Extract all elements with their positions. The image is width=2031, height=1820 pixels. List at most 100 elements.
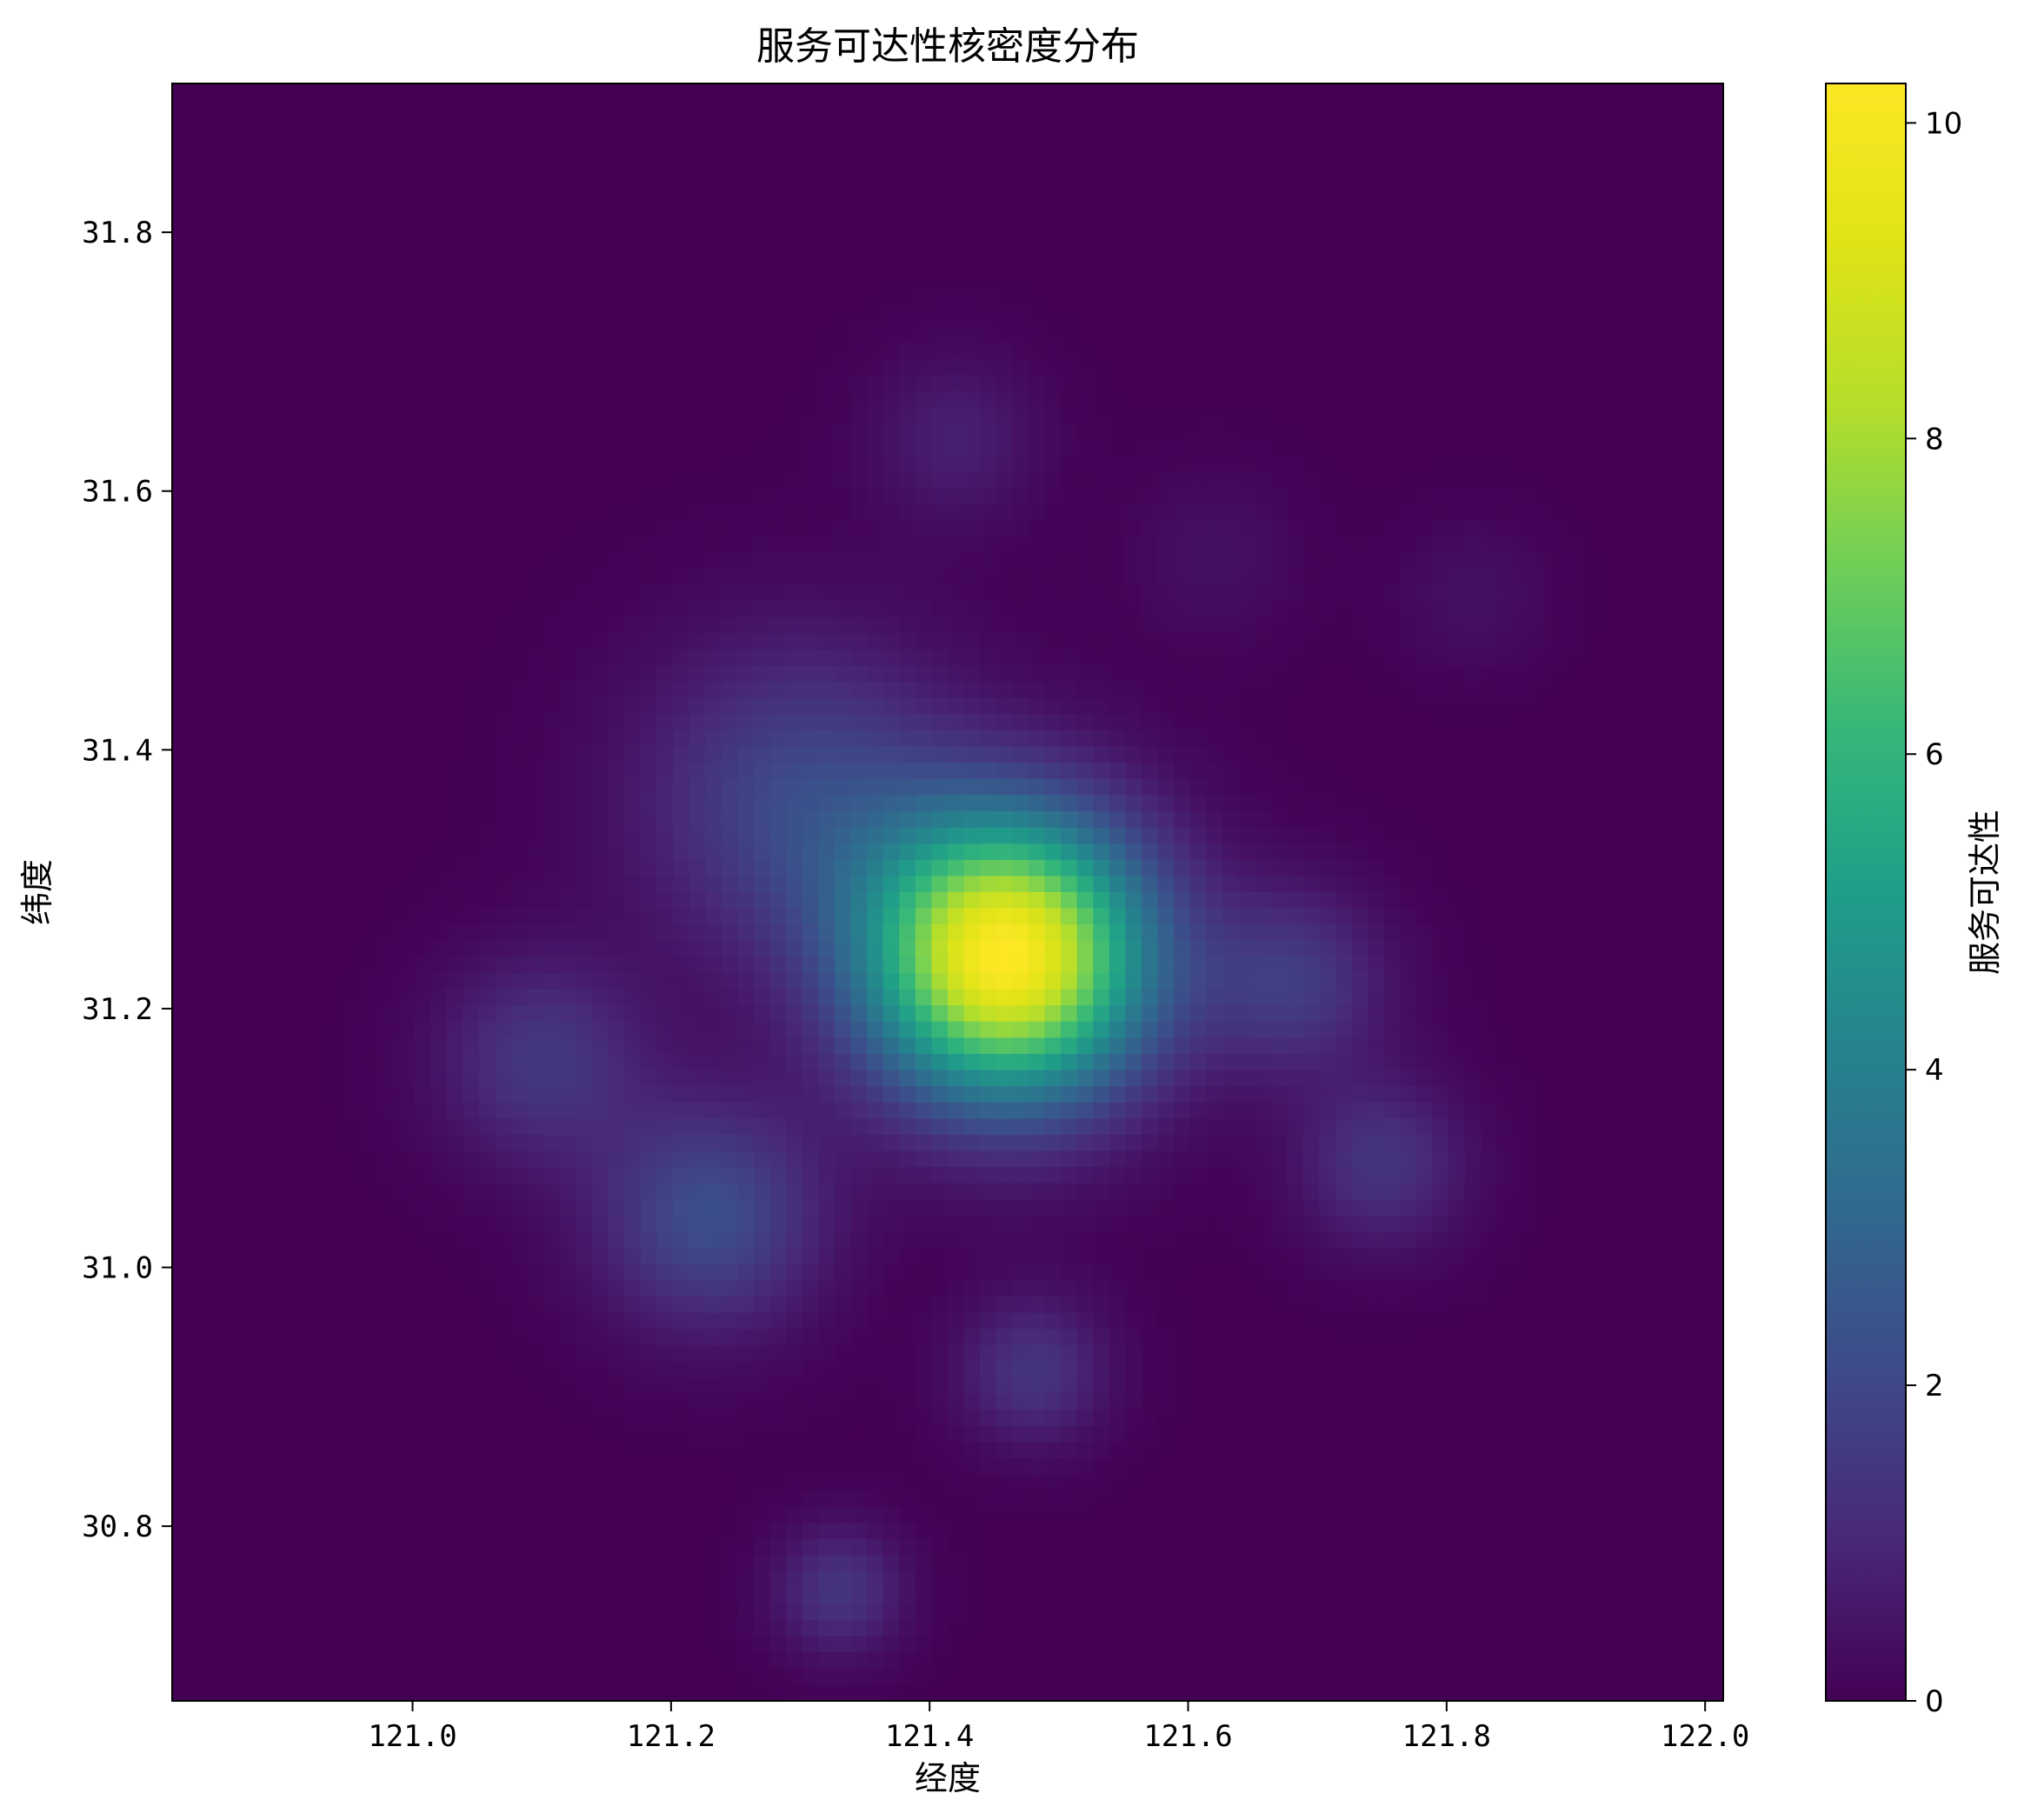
- heatmap-cell: [333, 633, 351, 650]
- heatmap-cell: [1335, 148, 1353, 165]
- heatmap-cell: [705, 439, 723, 457]
- heatmap-cell: [1432, 763, 1449, 780]
- heatmap-cell: [1690, 746, 1708, 763]
- heatmap-cell: [1675, 423, 1692, 440]
- heatmap-cell: [1675, 277, 1692, 295]
- heatmap-cell: [1368, 503, 1385, 521]
- heatmap-cell: [1464, 746, 1482, 763]
- heatmap-cell: [172, 778, 190, 796]
- heatmap-cell: [721, 471, 739, 489]
- heatmap-cell: [382, 197, 399, 214]
- heatmap-cell: [802, 778, 819, 796]
- heatmap-cell: [1157, 552, 1175, 570]
- heatmap-cell: [1642, 714, 1660, 731]
- heatmap-cell: [1222, 650, 1240, 667]
- heatmap-cell: [398, 83, 416, 101]
- heatmap-cell: [673, 843, 690, 861]
- heatmap-cell: [1189, 730, 1207, 748]
- heatmap-cell: [867, 229, 884, 246]
- heatmap-cell: [769, 908, 787, 925]
- heatmap-cell: [1319, 859, 1336, 877]
- heatmap-cell: [1157, 746, 1175, 763]
- heatmap-cell: [1319, 488, 1336, 505]
- heatmap-cell: [915, 746, 933, 763]
- heatmap-cell: [172, 633, 190, 650]
- heatmap-cell: [818, 390, 836, 408]
- heatmap-cell: [1076, 261, 1094, 278]
- heatmap-cell: [737, 439, 755, 457]
- heatmap-cell: [1675, 488, 1692, 505]
- heatmap-cell: [285, 795, 303, 812]
- heatmap-cell: [576, 488, 593, 505]
- heatmap-cell: [463, 763, 480, 780]
- heatmap-cell: [1368, 131, 1385, 149]
- heatmap-cell: [721, 908, 739, 925]
- heatmap-cell: [769, 682, 787, 699]
- heatmap-cell: [1061, 488, 1078, 505]
- heatmap-cell: [285, 423, 303, 440]
- heatmap-cell: [1707, 811, 1723, 829]
- heatmap-cell: [1335, 763, 1353, 780]
- heatmap-cell: [1464, 714, 1482, 731]
- heatmap-cell: [1028, 131, 1046, 149]
- heatmap-cell: [1658, 390, 1675, 408]
- heatmap-cell: [172, 650, 190, 667]
- heatmap-cell: [1594, 471, 1611, 489]
- heatmap-cell: [1174, 358, 1191, 376]
- heatmap-cell: [1707, 229, 1723, 246]
- heatmap-cell: [446, 164, 464, 182]
- heatmap-cell: [479, 827, 496, 844]
- heatmap-cell: [948, 778, 965, 796]
- heatmap-cell: [188, 83, 205, 101]
- heatmap-cell: [1658, 795, 1675, 812]
- heatmap-cell: [1109, 245, 1127, 263]
- heatmap-cell: [640, 730, 658, 748]
- heatmap-cell: [754, 488, 771, 505]
- heatmap-cell: [1189, 569, 1207, 586]
- heatmap-cell: [1142, 164, 1159, 182]
- heatmap-cell: [673, 650, 690, 667]
- heatmap-cell: [1545, 682, 1562, 699]
- heatmap-cell: [1061, 795, 1078, 812]
- heatmap-cell: [882, 180, 900, 197]
- heatmap-cell: [1189, 778, 1207, 796]
- heatmap-cell: [1464, 358, 1482, 376]
- heatmap-cell: [1415, 342, 1434, 359]
- heatmap-cell: [624, 617, 642, 634]
- heatmap-cell: [754, 326, 771, 343]
- heatmap-cell: [980, 197, 997, 214]
- heatmap-cell: [1690, 131, 1708, 149]
- heatmap-cell: [1109, 682, 1127, 699]
- heatmap-cell: [1238, 374, 1255, 391]
- heatmap-cell: [882, 390, 900, 408]
- heatmap-cell: [269, 488, 286, 505]
- heatmap-cell: [963, 552, 981, 570]
- heatmap-cell: [1383, 601, 1401, 618]
- heatmap-cell: [1093, 552, 1110, 570]
- heatmap-cell: [656, 374, 674, 391]
- heatmap-cell: [1481, 99, 1498, 117]
- heatmap-cell: [188, 633, 205, 650]
- heatmap-cell: [1206, 116, 1223, 133]
- heatmap-cell: [1222, 83, 1240, 101]
- heatmap-cell: [769, 601, 787, 618]
- heatmap-cell: [1287, 212, 1304, 230]
- heatmap-cell: [1513, 116, 1530, 133]
- heatmap-cell: [1189, 148, 1207, 165]
- heatmap-cell: [1319, 536, 1336, 553]
- heatmap-cell: [834, 827, 852, 844]
- heatmap-cell: [1609, 503, 1628, 521]
- heatmap-cell: [640, 650, 658, 667]
- heatmap-cell: [640, 827, 658, 844]
- heatmap-cell: [1626, 843, 1643, 861]
- heatmap-cell: [1044, 584, 1062, 602]
- heatmap-cell: [1319, 601, 1336, 618]
- heatmap-cell: [1545, 423, 1562, 440]
- heatmap-cell: [608, 439, 625, 457]
- heatmap-cell: [1529, 83, 1547, 101]
- heatmap-cell: [786, 795, 803, 812]
- heatmap-cell: [1012, 569, 1029, 586]
- heatmap-cell: [414, 310, 431, 327]
- heatmap-cell: [333, 697, 351, 715]
- heatmap-cell: [980, 293, 997, 310]
